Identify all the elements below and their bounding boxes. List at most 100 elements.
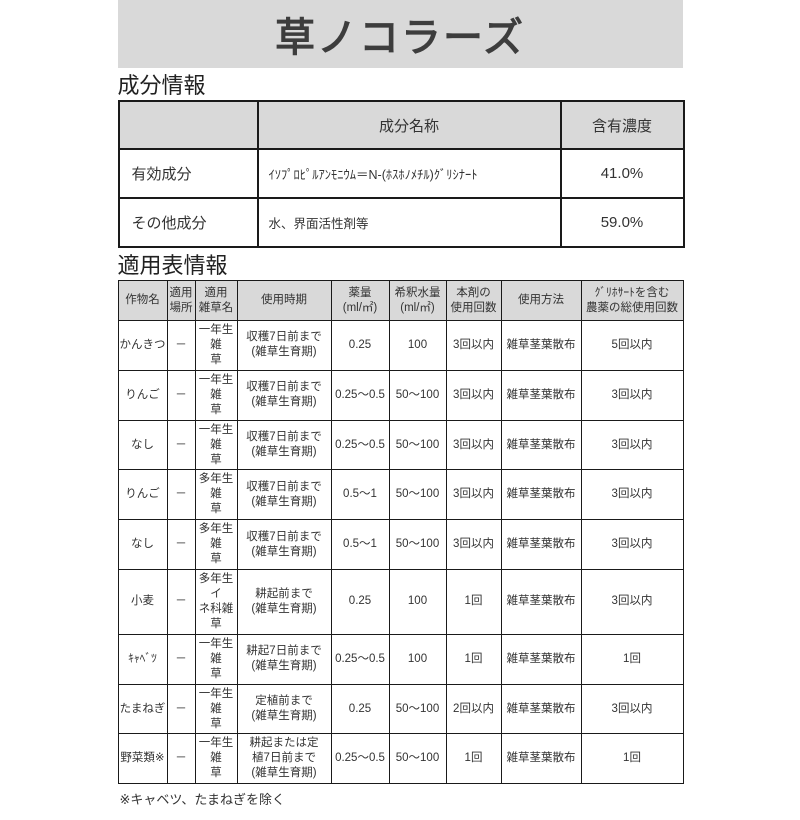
column-header-crop: 作物名 xyxy=(117,280,168,321)
column-header-ingredient-name: 成分名称 xyxy=(256,100,562,150)
cell-crop: りんご xyxy=(117,469,168,521)
ingredient-section-heading: 成分情報 xyxy=(117,73,206,98)
cell-dose: 0.25～0.5 xyxy=(330,369,390,421)
cell-total-glyphosate-uses: 1回 xyxy=(580,633,684,685)
cell-weed: 多年生雑 草 xyxy=(194,519,238,571)
column-header-dose: 薬量 (ml/㎡) xyxy=(330,280,390,321)
cell-dose: 0.5～1 xyxy=(330,519,390,571)
column-header-site: 適用 場所 xyxy=(166,280,196,321)
application-row: ｷｬﾍﾞﾂ－一年生雑 草耕起7日前まで (雑草生育期) 0.25～0.5 100 1回… xyxy=(117,633,684,685)
cell-timing: 定植前まで (雑草生育期) xyxy=(236,683,332,735)
column-header-dilution-water: 希釈水量 (ml/㎡) xyxy=(388,280,447,321)
cell-dilution-water: 100 xyxy=(388,320,447,371)
cell-crop: たまねぎ xyxy=(117,683,168,735)
cell-total-glyphosate-uses: 3回以内 xyxy=(580,469,684,521)
cell-product-uses: 1回 xyxy=(445,733,502,785)
cell-site: － xyxy=(166,369,196,421)
ingredient-table-header-row: 成分名称 含有濃度 xyxy=(117,100,685,150)
cell-dose: 0.25 xyxy=(330,683,390,735)
cell-method: 雑草茎葉散布 xyxy=(500,419,582,471)
cell-product-uses: 2回以内 xyxy=(445,683,502,735)
ingredient-concentration: 41.0% xyxy=(559,148,685,199)
column-header-method: 使用方法 xyxy=(500,280,582,321)
column-header-total-glyphosate-uses: ｸﾞﾘﾎｻｰﾄを含む 農薬の総使用回数 xyxy=(580,280,684,321)
application-row: 小麦－多年生イ ネ科雑草 耕起前まで (雑草生育期) 0.25 100 1回 雑草茎葉散布… xyxy=(117,569,684,635)
cell-dose: 0.5～1 xyxy=(330,469,390,521)
cell-product-uses: 3回以内 xyxy=(445,419,502,471)
application-row: なし－一年生雑 草収穫7日前まで (雑草生育期) 0.25～0.5 50～100 3回… xyxy=(117,419,684,471)
cell-method: 雑草茎葉散布 xyxy=(500,633,582,685)
cell-dilution-water: 100 xyxy=(388,569,447,635)
cell-site: － xyxy=(166,633,196,685)
ingredient-category: 有効成分 xyxy=(117,148,259,199)
cell-timing: 収穫7日前まで (雑草生育期) xyxy=(236,519,332,571)
application-table-header-row: 作物名 適用 場所 適用 雑草名 使用時期 薬量 (ml/㎡) 希釈水量 (ml/㎡) 本剤… xyxy=(117,280,684,321)
cell-dilution-water: 50～100 xyxy=(388,419,447,471)
ingredient-section: 成分情報 成分名称 含有濃度 有効成分 ｲｿﾌﾟﾛﾋﾟﾙｱﾝﾓﾆｳﾑ＝N-(ﾎｽﾎ… xyxy=(117,68,685,248)
cell-product-uses: 1回 xyxy=(445,633,502,685)
cell-dose: 0.25～0.5 xyxy=(330,733,390,785)
cell-method: 雑草茎葉散布 xyxy=(500,519,582,571)
cell-weed: 一年生雑 草 xyxy=(194,419,238,471)
cell-dilution-water: 50～100 xyxy=(388,369,447,421)
cell-timing: 耕起前まで (雑草生育期) xyxy=(236,569,332,635)
cell-dilution-water: 50～100 xyxy=(388,469,447,521)
cell-method: 雑草茎葉散布 xyxy=(500,733,582,785)
cell-timing: 耕起または定 植7日前まで (雑草生育期) xyxy=(236,733,332,785)
column-header-concentration: 含有濃度 xyxy=(559,100,685,150)
cell-crop: ｷｬﾍﾞﾂ xyxy=(117,633,168,685)
application-table-body: かんきつ－一年生雑 草収穫7日前まで (雑草生育期) 0.25 100 3回以内 雑草茎… xyxy=(117,320,684,785)
cell-weed: 一年生雑 草 xyxy=(194,633,238,685)
ingredient-concentration: 59.0% xyxy=(559,197,685,248)
cell-product-uses: 3回以内 xyxy=(445,469,502,521)
application-row: りんご－多年生雑 草収穫7日前まで (雑草生育期) 0.5～1 50～100 3回以内… xyxy=(117,469,684,521)
cell-product-uses: 3回以内 xyxy=(445,519,502,571)
application-row: 野菜類※ －一年生雑 草耕起または定 植7日前まで (雑草生育期) 0.25～0.5… xyxy=(117,733,684,785)
cell-method: 雑草茎葉散布 xyxy=(500,469,582,521)
cell-dose: 0.25 xyxy=(330,569,390,635)
product-title: 草ノコラーズ xyxy=(275,16,525,60)
application-row: かんきつ－一年生雑 草収穫7日前まで (雑草生育期) 0.25 100 3回以内 雑草茎… xyxy=(117,320,684,371)
cell-dilution-water: 50～100 xyxy=(388,733,447,785)
cell-crop: 野菜類※ xyxy=(117,733,168,785)
cell-dose: 0.25 xyxy=(330,320,390,371)
cell-crop: かんきつ xyxy=(117,320,168,371)
cell-total-glyphosate-uses: 1回 xyxy=(580,733,684,785)
cell-total-glyphosate-uses: 3回以内 xyxy=(580,569,684,635)
cell-total-glyphosate-uses: 3回以内 xyxy=(580,519,684,571)
content-area: 成分情報 成分名称 含有濃度 有効成分 ｲｿﾌﾟﾛﾋﾟﾙｱﾝﾓﾆｳﾑ＝N-(ﾎｽﾎ… xyxy=(117,68,685,820)
ingredient-row: 有効成分 ｲｿﾌﾟﾛﾋﾟﾙｱﾝﾓﾆｳﾑ＝N-(ﾎｽﾎﾉﾒﾁﾙ)ｸﾞﾘｼﾅｰﾄ 41.… xyxy=(117,148,685,199)
cell-dilution-water: 50～100 xyxy=(388,519,447,571)
cell-timing: 耕起7日前まで (雑草生育期) xyxy=(236,633,332,685)
cell-site: － xyxy=(166,683,196,735)
ingredient-name: 水、界面活性剤等 xyxy=(256,197,562,248)
column-header-timing: 使用時期 xyxy=(236,280,332,321)
column-header-weed: 適用 雑草名 xyxy=(194,280,238,321)
cell-method: 雑草茎葉散布 xyxy=(500,569,582,635)
cell-crop: りんご xyxy=(117,369,168,421)
cell-weed: 多年生イ ネ科雑草 xyxy=(194,569,238,635)
footnote: ※キャベツ、たまねぎを除く xyxy=(119,792,285,808)
cell-weed: 一年生雑 草 xyxy=(194,369,238,421)
cell-product-uses: 1回 xyxy=(445,569,502,635)
application-section: 適用表情報 作物名 適用 場所 適用 雑草名 使用時期 薬量 (ml/㎡) 希釈水量 (m… xyxy=(117,248,684,808)
cell-weed: 一年生雑 草 xyxy=(194,733,238,785)
ingredient-name: ｲｿﾌﾟﾛﾋﾟﾙｱﾝﾓﾆｳﾑ＝N-(ﾎｽﾎﾉﾒﾁﾙ)ｸﾞﾘｼﾅｰﾄ xyxy=(256,148,562,199)
application-row: りんご－一年生雑 草収穫7日前まで (雑草生育期) 0.25～0.5 50～100 3… xyxy=(117,369,684,421)
application-row: たまねぎ－一年生雑 草定植前まで (雑草生育期) 0.25 50～100 2回以内 雑草… xyxy=(117,683,684,735)
cell-weed: 多年生雑 草 xyxy=(194,469,238,521)
cell-site: － xyxy=(166,733,196,785)
cell-total-glyphosate-uses: 3回以内 xyxy=(580,369,684,421)
cell-timing: 収穫7日前まで (雑草生育期) xyxy=(236,469,332,521)
cell-method: 雑草茎葉散布 xyxy=(500,683,582,735)
cell-product-uses: 3回以内 xyxy=(445,369,502,421)
ingredient-table-body: 有効成分 ｲｿﾌﾟﾛﾋﾟﾙｱﾝﾓﾆｳﾑ＝N-(ﾎｽﾎﾉﾒﾁﾙ)ｸﾞﾘｼﾅｰﾄ 41.… xyxy=(117,148,685,248)
ingredient-table: 成分名称 含有濃度 有効成分 ｲｿﾌﾟﾛﾋﾟﾙｱﾝﾓﾆｳﾑ＝N-(ﾎｽﾎﾉﾒﾁﾙ)… xyxy=(117,100,685,248)
cell-timing: 収穫7日前まで (雑草生育期) xyxy=(236,320,332,371)
cell-crop: 小麦 xyxy=(117,569,168,635)
cell-dose: 0.25～0.5 xyxy=(330,633,390,685)
product-title-banner: 草ノコラーズ xyxy=(117,0,683,68)
application-table: 作物名 適用 場所 適用 雑草名 使用時期 薬量 (ml/㎡) 希釈水量 (ml/㎡) 本剤… xyxy=(117,280,684,785)
cell-site: － xyxy=(166,519,196,571)
